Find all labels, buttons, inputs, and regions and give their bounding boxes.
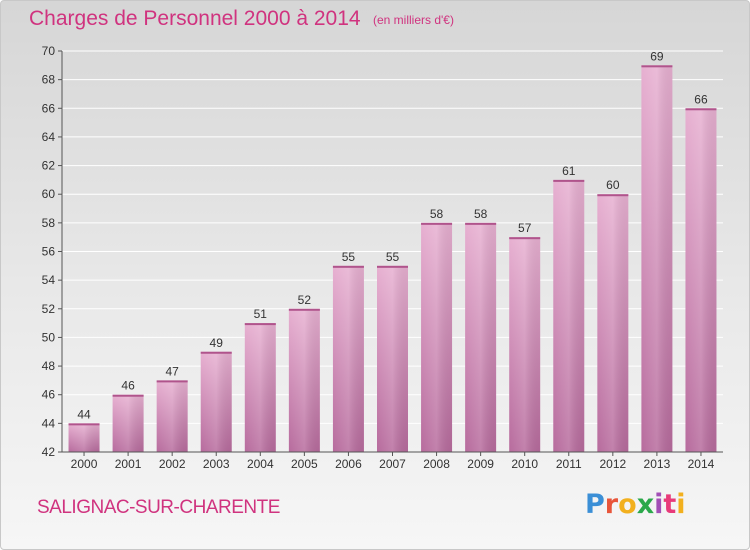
logo-letter: i: [676, 489, 686, 520]
y-tick-label: 56: [42, 245, 56, 259]
bar-shine: [377, 265, 408, 452]
y-tick-label: 68: [42, 73, 56, 87]
value-label-2004: 51: [254, 307, 268, 321]
axes: 42 44 46 48 50 52 54 56 58 60 62 64 66 68 70 2000 2001 20…: [42, 44, 723, 471]
bar-shine: [641, 65, 673, 453]
logo-letter: i: [654, 489, 664, 520]
chart-title: Charges de Personnel 2000 à 2014: [29, 7, 361, 30]
bar-shine: [509, 237, 541, 452]
bar-top-edge: [553, 179, 585, 182]
value-label-2010: 57: [518, 221, 532, 235]
data-labels: 44 46 47 49 51 52 55 55 58 58 57 61 60 69 66: [77, 49, 708, 421]
proxiti-logo[interactable]: Proxiti: [585, 489, 686, 520]
y-tick-label: 42: [42, 445, 56, 459]
bar-shine: [332, 265, 364, 452]
value-label-2006: 55: [342, 250, 356, 264]
bar-shine: [553, 179, 585, 452]
bar-shine: [244, 323, 276, 452]
x-tick-label-2006: 2006: [335, 457, 362, 471]
bar-top-edge: [68, 423, 100, 426]
y-tick-label: 70: [42, 44, 56, 58]
bars: [68, 65, 717, 453]
logo-letter: r: [604, 489, 619, 520]
bar-top-edge: [156, 380, 188, 383]
value-label-2003: 49: [210, 336, 224, 350]
value-label-2007: 55: [386, 250, 400, 264]
bar-shine: [465, 222, 497, 452]
y-tick-label: 66: [42, 101, 56, 115]
bar-top-edge: [332, 265, 364, 268]
bar-top-edge: [377, 265, 408, 268]
y-tick-label: 44: [42, 416, 56, 430]
bar-shine: [68, 423, 100, 452]
x-tick-label-2011: 2011: [556, 457, 582, 471]
bar-shine: [421, 222, 453, 452]
y-tick-label: 62: [42, 159, 56, 173]
bar-top-edge: [597, 194, 629, 197]
value-label-2008: 58: [430, 207, 444, 221]
bar-shine: [288, 308, 320, 452]
x-tick-label-2007: 2007: [379, 457, 406, 471]
logo-letter: t: [663, 489, 677, 520]
x-tick-label-2010: 2010: [511, 457, 538, 471]
value-label-2005: 52: [298, 293, 312, 307]
x-tick-label-2013: 2013: [644, 457, 671, 471]
logo-letter: P: [585, 489, 605, 520]
value-label-2012: 60: [606, 178, 620, 192]
x-tick-label-2002: 2002: [159, 457, 186, 471]
value-label-2000: 44: [77, 407, 91, 421]
bar-shine: [597, 194, 629, 452]
x-tick-label-2000: 2000: [71, 457, 98, 471]
bar-shine: [156, 380, 188, 452]
bar-shine: [200, 351, 232, 452]
value-label-2001: 46: [121, 379, 135, 393]
bar-shine: [685, 108, 717, 453]
y-tick-label: 46: [42, 388, 56, 402]
bar-top-edge: [244, 323, 276, 326]
bar-top-edge: [112, 394, 144, 397]
value-label-2002: 47: [165, 364, 179, 378]
y-tick-label: 48: [42, 359, 56, 373]
bar-top-edge: [465, 222, 497, 225]
value-label-2013: 69: [650, 49, 664, 63]
bar-top-edge: [685, 108, 717, 111]
bar-top-edge: [421, 222, 453, 225]
x-tick-label-2001: 2001: [115, 457, 142, 471]
x-tick-label-2003: 2003: [203, 457, 230, 471]
y-tick-label: 54: [42, 273, 56, 287]
value-label-2014: 66: [694, 92, 708, 106]
value-label-2011: 61: [562, 164, 576, 178]
x-tick-label-2004: 2004: [247, 457, 274, 471]
x-tick-label-2012: 2012: [599, 457, 626, 471]
bar-top-edge: [509, 237, 541, 240]
x-tick-label-2005: 2005: [291, 457, 318, 471]
x-tick-label-2008: 2008: [423, 457, 450, 471]
commune-name: SALIGNAC-SUR-CHARENTE: [37, 497, 280, 518]
y-tick-label: 64: [42, 130, 56, 144]
bar-top-edge: [641, 65, 673, 68]
y-tick-label: 58: [42, 216, 56, 230]
bar-top-edge: [288, 308, 320, 311]
bar-shine: [112, 394, 144, 452]
x-tick-label-2009: 2009: [467, 457, 494, 471]
bar-top-edge: [200, 351, 232, 354]
y-tick-label: 52: [42, 302, 56, 316]
y-tick-label: 60: [42, 187, 56, 201]
logo-letter: x: [636, 489, 655, 520]
logo-letter: o: [618, 489, 637, 520]
value-label-2009: 58: [474, 207, 488, 221]
y-tick-label: 50: [42, 330, 56, 344]
x-tick-label-2014: 2014: [688, 457, 715, 471]
chart-subtitle: (en milliers d'€): [373, 13, 454, 27]
